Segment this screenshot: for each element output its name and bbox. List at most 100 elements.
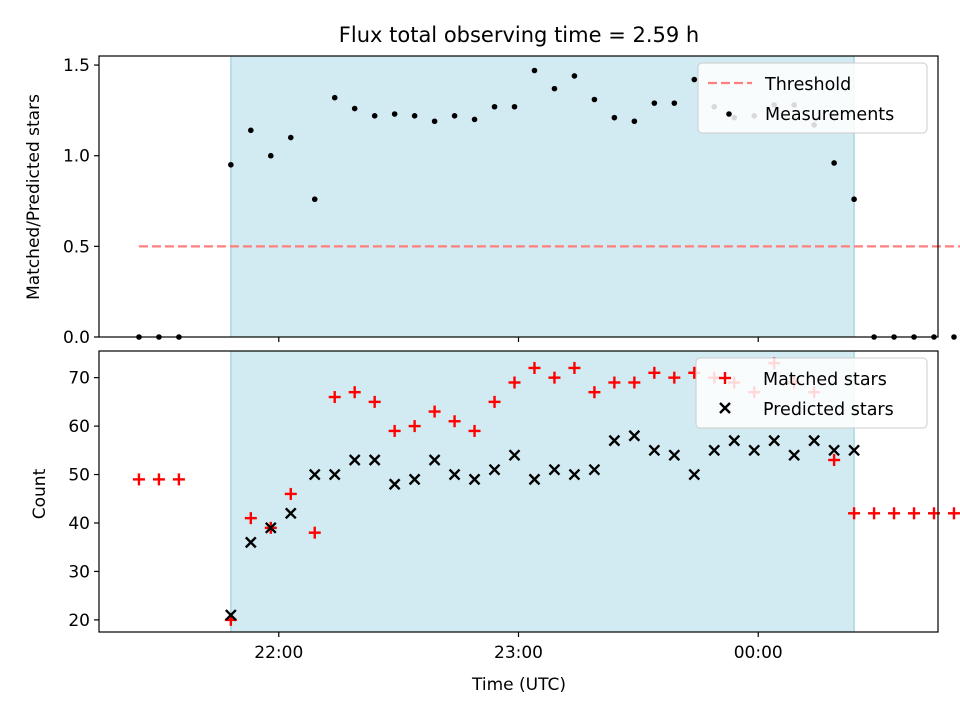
measurement-point xyxy=(331,94,338,101)
predicted-star-point xyxy=(708,444,721,457)
predicted-star-point xyxy=(388,478,401,491)
predicted-star-point xyxy=(468,473,481,486)
y-tick-label: 70 xyxy=(68,369,90,389)
matched-star-point xyxy=(868,507,881,520)
measurement-point xyxy=(851,196,857,203)
measurement-point xyxy=(511,103,518,110)
matched-star-point xyxy=(428,405,441,418)
predicted-star-point xyxy=(828,444,840,457)
matched-star-point xyxy=(348,386,361,399)
y-tick-label: 20 xyxy=(68,611,90,631)
matched-star-point xyxy=(588,386,601,399)
predicted-star-point xyxy=(528,473,541,486)
predicted-star-point xyxy=(328,468,341,481)
legend-matched-swatch xyxy=(719,372,731,384)
x-tick-label: 23:00 xyxy=(494,643,543,663)
predicted-star-point xyxy=(264,521,277,534)
predicted-star-point xyxy=(548,463,561,476)
measurement-point xyxy=(951,334,957,340)
measurement-point xyxy=(631,118,638,125)
y-tick-label: 40 xyxy=(68,514,90,534)
predicted-star-point xyxy=(408,473,421,486)
legend-measurement-label: Measurements xyxy=(765,105,894,125)
predicted-star-point xyxy=(728,434,741,447)
x-axis-label: Time (UTC) xyxy=(471,675,566,695)
matched-star-point xyxy=(668,371,681,384)
matched-star-point xyxy=(244,512,257,525)
predicted-star-point xyxy=(224,609,237,621)
matched-star-point xyxy=(908,507,921,520)
measurement-point xyxy=(671,100,678,106)
predicted-star-point xyxy=(244,536,257,549)
measurement-point xyxy=(591,96,598,103)
measurement-point xyxy=(267,152,274,159)
measurement-point xyxy=(651,100,658,106)
measurement-point xyxy=(571,73,578,79)
predicted-star-point xyxy=(788,449,801,462)
matched-star-point xyxy=(628,376,641,389)
predicted-star-point xyxy=(428,454,441,466)
measurement-point xyxy=(691,76,698,83)
ratio-legend-box xyxy=(697,62,928,134)
matched-star-point xyxy=(468,424,481,437)
count-legend-box xyxy=(695,357,928,429)
measurement-point xyxy=(411,113,418,119)
predicted-star-point xyxy=(688,468,701,481)
matched-star-point xyxy=(828,454,841,467)
y-tick-label: 1.5 xyxy=(63,56,90,76)
legend-measurement-swatch xyxy=(726,111,732,117)
matched-star-point xyxy=(388,424,401,437)
count-y-label: Count xyxy=(30,468,50,519)
predicted-star-point xyxy=(308,468,321,481)
count-y-axis: 20 30 40 50 60 70 xyxy=(68,369,99,631)
measurement-point xyxy=(531,67,538,74)
measurement-point xyxy=(491,103,498,110)
matched-star-point xyxy=(284,487,297,500)
predicted-star-point xyxy=(608,434,621,447)
ratio-x-ticks xyxy=(278,337,759,342)
measurement-point xyxy=(311,196,318,203)
predicted-star-point xyxy=(808,434,820,447)
legend-predicted-label: Predicted stars xyxy=(763,400,894,420)
predicted-star-point xyxy=(508,449,521,462)
matched-star-point xyxy=(132,473,145,486)
y-tick-label: 0.5 xyxy=(63,237,90,257)
y-tick-label: 50 xyxy=(68,466,90,486)
y-tick-label: 60 xyxy=(68,417,90,437)
legend-threshold-label: Threshold xyxy=(764,75,851,95)
matched-star-point xyxy=(888,507,901,520)
matched-star-point xyxy=(368,395,381,408)
predicted-star-point xyxy=(628,429,641,442)
predicted-star-point xyxy=(568,468,581,481)
ratio-legend: Threshold Measurements xyxy=(697,62,928,134)
x-tick-label: 00:00 xyxy=(734,643,783,663)
x-tick-label: 22:00 xyxy=(254,643,303,663)
measurement-point xyxy=(611,114,618,121)
matched-star-point xyxy=(947,507,960,520)
predicted-star-point xyxy=(648,444,661,457)
matched-star-point xyxy=(328,391,341,404)
predicted-star-point xyxy=(488,463,501,476)
matched-star-point xyxy=(488,395,501,408)
predicted-star-point xyxy=(588,463,601,476)
measurement-point xyxy=(248,127,254,134)
measurement-point xyxy=(431,118,438,125)
measurement-point xyxy=(351,105,358,112)
matched-star-point xyxy=(408,420,421,433)
chart-title: Flux total observing time = 2.59 h xyxy=(339,23,699,47)
measurement-point xyxy=(391,111,398,117)
measurement-point xyxy=(471,116,478,123)
matched-star-point xyxy=(172,473,185,486)
ratio-y-axis: 0.0 0.5 1.0 1.5 xyxy=(63,56,99,348)
predicted-star-point xyxy=(368,454,381,466)
predicted-star-point xyxy=(748,444,761,457)
matched-star-point xyxy=(528,361,541,374)
predicted-star-point xyxy=(848,444,860,457)
count-legend: Matched stars Predicted stars xyxy=(695,357,928,429)
ratio-y-label: Matched/Predicted stars xyxy=(24,94,44,300)
ratio-panel: 0.0 0.5 1.0 1.5 Matched/Predicted stars Thr… xyxy=(24,55,960,348)
matched-star-point xyxy=(848,507,861,520)
predicted-star-point xyxy=(668,449,681,462)
